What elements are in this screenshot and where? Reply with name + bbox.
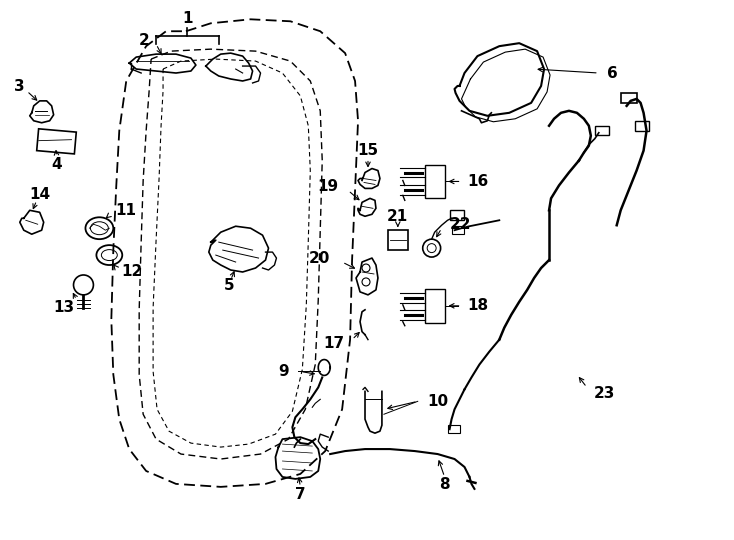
Text: 17: 17 xyxy=(323,336,344,351)
Text: 12: 12 xyxy=(121,265,142,280)
Bar xyxy=(425,165,445,198)
Text: 1: 1 xyxy=(182,11,193,26)
Bar xyxy=(425,289,445,323)
Text: 13: 13 xyxy=(53,300,74,315)
Text: 11: 11 xyxy=(115,203,137,218)
Bar xyxy=(595,126,608,134)
Bar xyxy=(451,226,463,234)
Bar xyxy=(388,230,408,250)
Text: 10: 10 xyxy=(428,394,448,409)
Bar xyxy=(449,210,463,220)
Text: 2: 2 xyxy=(139,33,149,48)
Text: 6: 6 xyxy=(607,65,617,80)
Text: 21: 21 xyxy=(388,209,408,224)
Bar xyxy=(37,129,76,154)
Text: 20: 20 xyxy=(309,251,330,266)
Text: 9: 9 xyxy=(277,364,288,379)
Text: 18: 18 xyxy=(468,298,489,313)
Text: 23: 23 xyxy=(594,386,615,401)
Text: 22: 22 xyxy=(449,217,471,232)
Text: 3: 3 xyxy=(15,79,25,94)
Text: 7: 7 xyxy=(295,487,305,502)
Text: 5: 5 xyxy=(223,279,234,293)
Text: 14: 14 xyxy=(29,187,50,202)
Bar xyxy=(621,93,636,103)
Bar xyxy=(448,425,459,433)
Text: 16: 16 xyxy=(468,174,489,189)
Text: 15: 15 xyxy=(357,143,379,158)
Text: 8: 8 xyxy=(439,477,450,492)
Bar xyxy=(635,121,649,131)
Text: 4: 4 xyxy=(51,157,62,172)
Text: 19: 19 xyxy=(317,179,338,194)
